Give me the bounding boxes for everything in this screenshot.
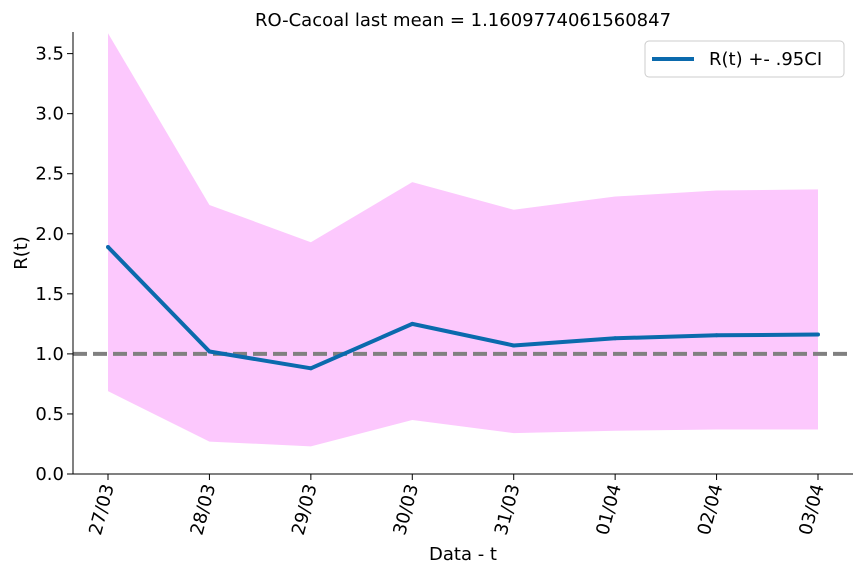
x-tick-label: 30/03 xyxy=(389,482,423,538)
data-point xyxy=(207,349,212,354)
data-point xyxy=(410,321,415,326)
x-tick-label: 29/03 xyxy=(288,482,322,538)
y-tick-label: 2.5 xyxy=(35,164,64,185)
y-tick-label: 0.0 xyxy=(35,464,64,485)
series-line xyxy=(106,245,819,371)
legend-label: R(t) +- .95CI xyxy=(709,49,822,70)
legend: R(t) +- .95CI xyxy=(644,40,845,78)
confidence-band xyxy=(108,33,818,447)
data-point xyxy=(816,332,820,337)
x-tick-label: 27/03 xyxy=(85,482,119,538)
data-point xyxy=(714,333,719,338)
y-tick-label: 1.0 xyxy=(35,344,64,365)
chart-title: RO-Cacoal last mean = 1.1609774061560847 xyxy=(255,10,671,31)
x-tick-label: 02/04 xyxy=(694,482,728,538)
x-tick-label: 28/03 xyxy=(187,482,221,538)
x-tick-label: 31/03 xyxy=(491,482,525,538)
data-point xyxy=(511,343,516,348)
data-point xyxy=(308,366,313,371)
x-tick-label: 01/04 xyxy=(592,482,626,538)
data-point xyxy=(613,336,618,341)
y-axis-label: R(t) xyxy=(11,236,32,270)
x-tick-label: 03/04 xyxy=(795,482,829,538)
x-axis-label: Data - t xyxy=(429,544,497,565)
y-tick-label: 3.0 xyxy=(35,104,64,125)
y-tick-label: 1.5 xyxy=(35,284,64,305)
data-point xyxy=(106,244,110,249)
y-tick-label: 0.5 xyxy=(35,404,64,425)
legend-box xyxy=(644,40,845,78)
y-tick-label: 2.0 xyxy=(35,224,64,245)
y-tick-label: 3.5 xyxy=(35,44,64,65)
